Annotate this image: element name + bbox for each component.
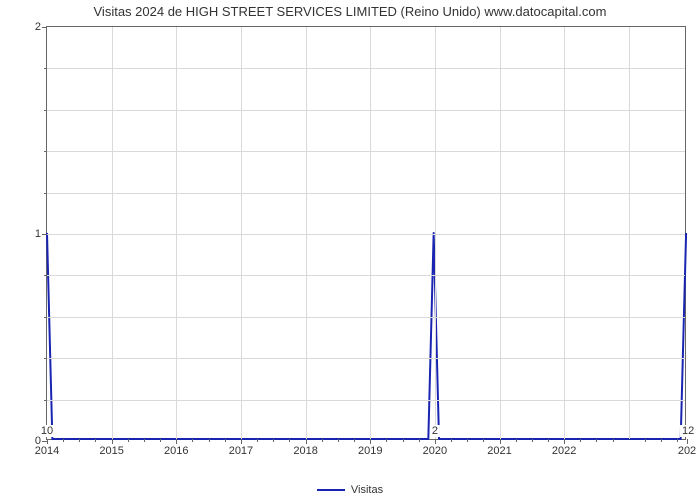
- x-minor-tick: [192, 439, 193, 442]
- x-tick: [47, 439, 48, 444]
- x-minor-tick: [661, 439, 662, 442]
- x-minor-tick: [532, 439, 533, 442]
- legend-label: Visitas: [351, 484, 383, 496]
- x-minor-tick: [451, 439, 452, 442]
- chart-title: Visitas 2024 de HIGH STREET SERVICES LIM…: [0, 4, 700, 19]
- x-minor-tick: [289, 439, 290, 442]
- x-minor-tick: [144, 439, 145, 442]
- x-minor-tick: [209, 439, 210, 442]
- x-tick-label: 2014: [35, 445, 59, 457]
- x-tick-label: 2019: [358, 445, 382, 457]
- x-minor-tick: [160, 439, 161, 442]
- y-minor-tick: [44, 110, 47, 111]
- x-minor-tick: [322, 439, 323, 442]
- x-tick-label: 2018: [293, 445, 317, 457]
- x-tick: [112, 439, 113, 444]
- x-tick: [564, 439, 565, 444]
- x-tick: [306, 439, 307, 444]
- x-tick: [370, 439, 371, 444]
- y-tick: [42, 27, 47, 28]
- x-tick-label: 2015: [99, 445, 123, 457]
- gridline-h: [47, 151, 685, 152]
- x-minor-tick: [403, 439, 404, 442]
- y-tick-label: 2: [35, 21, 41, 33]
- gridline-h: [47, 193, 685, 194]
- y-minor-tick: [44, 193, 47, 194]
- data-point-label: 10: [39, 425, 55, 437]
- x-minor-tick: [580, 439, 581, 442]
- x-minor-tick: [273, 439, 274, 442]
- data-point-label: 2: [430, 425, 440, 437]
- gridline-v: [241, 27, 242, 439]
- x-minor-tick: [79, 439, 80, 442]
- x-minor-tick: [483, 439, 484, 442]
- legend-swatch: [317, 489, 345, 491]
- series-path: [47, 233, 686, 439]
- x-tick: [500, 439, 501, 444]
- x-minor-tick: [386, 439, 387, 442]
- x-minor-tick: [613, 439, 614, 442]
- x-tick-label: 2022: [552, 445, 576, 457]
- y-minor-tick: [44, 151, 47, 152]
- y-minor-tick: [44, 400, 47, 401]
- x-minor-tick: [257, 439, 258, 442]
- gridline-h: [47, 68, 685, 69]
- x-minor-tick: [63, 439, 64, 442]
- x-tick: [435, 439, 436, 444]
- gridline-v: [306, 27, 307, 439]
- x-tick: [687, 439, 688, 444]
- x-tick-label: 2020: [423, 445, 447, 457]
- x-minor-tick: [354, 439, 355, 442]
- x-minor-tick: [128, 439, 129, 442]
- chart-container: Visitas 2024 de HIGH STREET SERVICES LIM…: [0, 0, 700, 500]
- y-minor-tick: [44, 275, 47, 276]
- data-point-label: 12: [680, 425, 696, 437]
- x-tick-label: 202: [678, 445, 696, 457]
- y-tick: [42, 234, 47, 235]
- gridline-v: [629, 27, 630, 439]
- x-minor-tick: [419, 439, 420, 442]
- plot-area: 0122014201520162017201820192020202120222…: [46, 26, 686, 440]
- gridline-h: [47, 317, 685, 318]
- gridline-v: [370, 27, 371, 439]
- x-minor-tick: [95, 439, 96, 442]
- y-minor-tick: [44, 317, 47, 318]
- x-minor-tick: [596, 439, 597, 442]
- x-minor-tick: [677, 439, 678, 442]
- x-tick: [176, 439, 177, 444]
- gridline-h: [47, 234, 685, 235]
- gridline-v: [112, 27, 113, 439]
- legend: Visitas: [0, 484, 700, 496]
- gridline-h: [47, 275, 685, 276]
- y-tick-label: 1: [35, 228, 41, 240]
- x-tick-label: 2021: [487, 445, 511, 457]
- x-tick: [241, 439, 242, 444]
- x-minor-tick: [645, 439, 646, 442]
- x-tick-label: 2016: [164, 445, 188, 457]
- x-tick-label: 2017: [229, 445, 253, 457]
- gridline-v: [500, 27, 501, 439]
- gridline-h: [47, 110, 685, 111]
- y-minor-tick: [44, 358, 47, 359]
- gridline-v: [176, 27, 177, 439]
- gridline-h: [47, 400, 685, 401]
- x-minor-tick: [225, 439, 226, 442]
- x-minor-tick: [516, 439, 517, 442]
- gridline-v: [564, 27, 565, 439]
- x-minor-tick: [467, 439, 468, 442]
- gridline-h: [47, 358, 685, 359]
- x-minor-tick: [548, 439, 549, 442]
- y-minor-tick: [44, 68, 47, 69]
- gridline-v: [435, 27, 436, 439]
- line-series: [47, 27, 685, 439]
- x-minor-tick: [338, 439, 339, 442]
